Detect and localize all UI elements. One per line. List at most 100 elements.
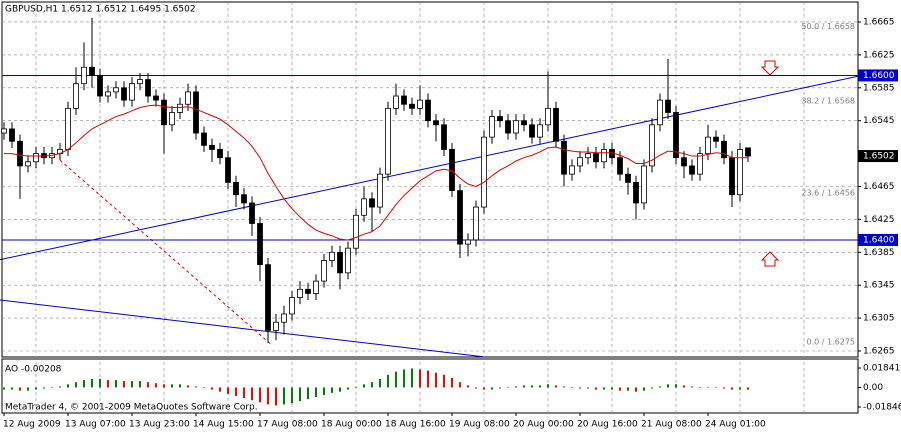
indicator-bar xyxy=(587,387,589,389)
indicator-bar xyxy=(11,387,13,390)
indicator-bar xyxy=(283,387,285,405)
indicator-bar xyxy=(27,387,29,391)
y-tick-label: 1.6465 xyxy=(863,182,895,192)
indicator-bar xyxy=(731,387,733,390)
candle-body xyxy=(321,260,327,282)
x-tick-label: 21 Aug 08:00 xyxy=(641,420,702,430)
candle-body xyxy=(681,157,687,167)
candle-body xyxy=(345,247,351,274)
indicator-bar xyxy=(211,387,213,390)
fib-label: 38.2 / 1.6568 xyxy=(801,96,855,105)
indicator-bar xyxy=(611,387,613,390)
candle-body xyxy=(393,95,399,109)
indicator-bar xyxy=(579,387,581,389)
candle-body xyxy=(33,153,39,163)
indicator-bar xyxy=(659,386,661,388)
last-price-box xyxy=(858,150,898,163)
indicator-bar xyxy=(643,387,645,391)
candle-body xyxy=(473,206,479,241)
trendline xyxy=(0,299,484,358)
candle-body xyxy=(273,321,279,331)
indicator-bar xyxy=(747,387,749,390)
indicator-bar xyxy=(315,387,317,398)
indicator-tick-label: 0.01841 xyxy=(863,363,900,373)
candle-body xyxy=(521,120,527,126)
indicator-bar xyxy=(627,387,629,391)
indicator-bar xyxy=(251,387,253,401)
indicator-bar xyxy=(235,387,237,396)
candle-body xyxy=(433,120,439,126)
indicator-bar xyxy=(19,387,21,391)
indicator-bar xyxy=(131,381,133,388)
indicator-bar xyxy=(91,379,93,388)
indicator-bar xyxy=(243,387,245,399)
indicator-bar xyxy=(691,386,693,388)
candle-body xyxy=(625,173,631,183)
candle-body xyxy=(641,165,647,204)
indicator-bar xyxy=(227,387,229,394)
candle-body xyxy=(297,288,303,298)
indicator-bar xyxy=(355,387,357,388)
indicator-bar xyxy=(403,369,405,388)
candle-body xyxy=(569,165,575,175)
trendline xyxy=(59,159,273,346)
candle-body xyxy=(425,99,431,122)
indicator-bar xyxy=(475,387,477,389)
indicator-bar xyxy=(155,383,157,388)
indicator-bar xyxy=(219,387,221,392)
fib-label: 50.0 / 1.6658 xyxy=(801,22,855,31)
candle-body xyxy=(17,140,23,167)
candle-body xyxy=(65,107,71,150)
indicator-bar xyxy=(507,387,509,388)
indicator-bar xyxy=(347,387,349,390)
indicator-bar xyxy=(419,369,421,388)
candle-body xyxy=(137,79,143,85)
indicator-bar xyxy=(699,387,701,388)
indicator-bar xyxy=(595,387,597,390)
indicator-bar xyxy=(331,387,333,393)
indicator-bar xyxy=(379,379,381,388)
indicator-bar xyxy=(203,387,205,388)
candle-body xyxy=(361,198,367,216)
candle-body xyxy=(545,107,551,126)
chart-title: GBPUSD,H1 1.6512 1.6512 1.6495 1.6502 xyxy=(5,5,196,15)
trendline xyxy=(0,75,859,261)
level-box xyxy=(858,233,898,246)
indicator-bar xyxy=(539,385,541,388)
candle-body xyxy=(617,157,623,175)
candle-body xyxy=(489,116,495,138)
candle-body xyxy=(209,144,215,150)
candle-body xyxy=(217,149,223,159)
candle-body xyxy=(185,91,191,105)
indicator-bar xyxy=(147,382,149,388)
indicator-bar xyxy=(67,384,69,388)
indicator-bar xyxy=(739,387,741,390)
indicator-bar xyxy=(443,374,445,388)
indicator-bar xyxy=(43,387,45,389)
indicator-bar xyxy=(339,387,341,392)
x-tick-label: 12 Aug 2009 xyxy=(3,420,61,430)
moving-average xyxy=(4,104,748,241)
indicator-bar xyxy=(723,387,725,389)
indicator-bar xyxy=(523,385,525,388)
candle-body xyxy=(233,181,239,196)
buy-arrow xyxy=(760,251,780,267)
candle-body xyxy=(1,128,7,134)
candle-body xyxy=(73,83,79,109)
candle-body xyxy=(689,165,695,175)
candle-body xyxy=(153,95,159,101)
candle-body xyxy=(657,99,663,126)
indicator-bar xyxy=(651,387,653,389)
indicator-bar xyxy=(75,382,77,388)
candle-body xyxy=(713,136,719,142)
x-tick-label: 20 Aug 16:00 xyxy=(577,420,638,430)
candle-body xyxy=(129,83,135,101)
candle-body xyxy=(441,124,447,150)
x-tick-label: 18 Aug 00:00 xyxy=(321,420,382,430)
x-tick-label: 13 Aug 07:00 xyxy=(65,420,126,430)
candle-body xyxy=(81,66,87,85)
indicator-bar xyxy=(307,387,309,400)
indicator-bar xyxy=(683,385,685,388)
